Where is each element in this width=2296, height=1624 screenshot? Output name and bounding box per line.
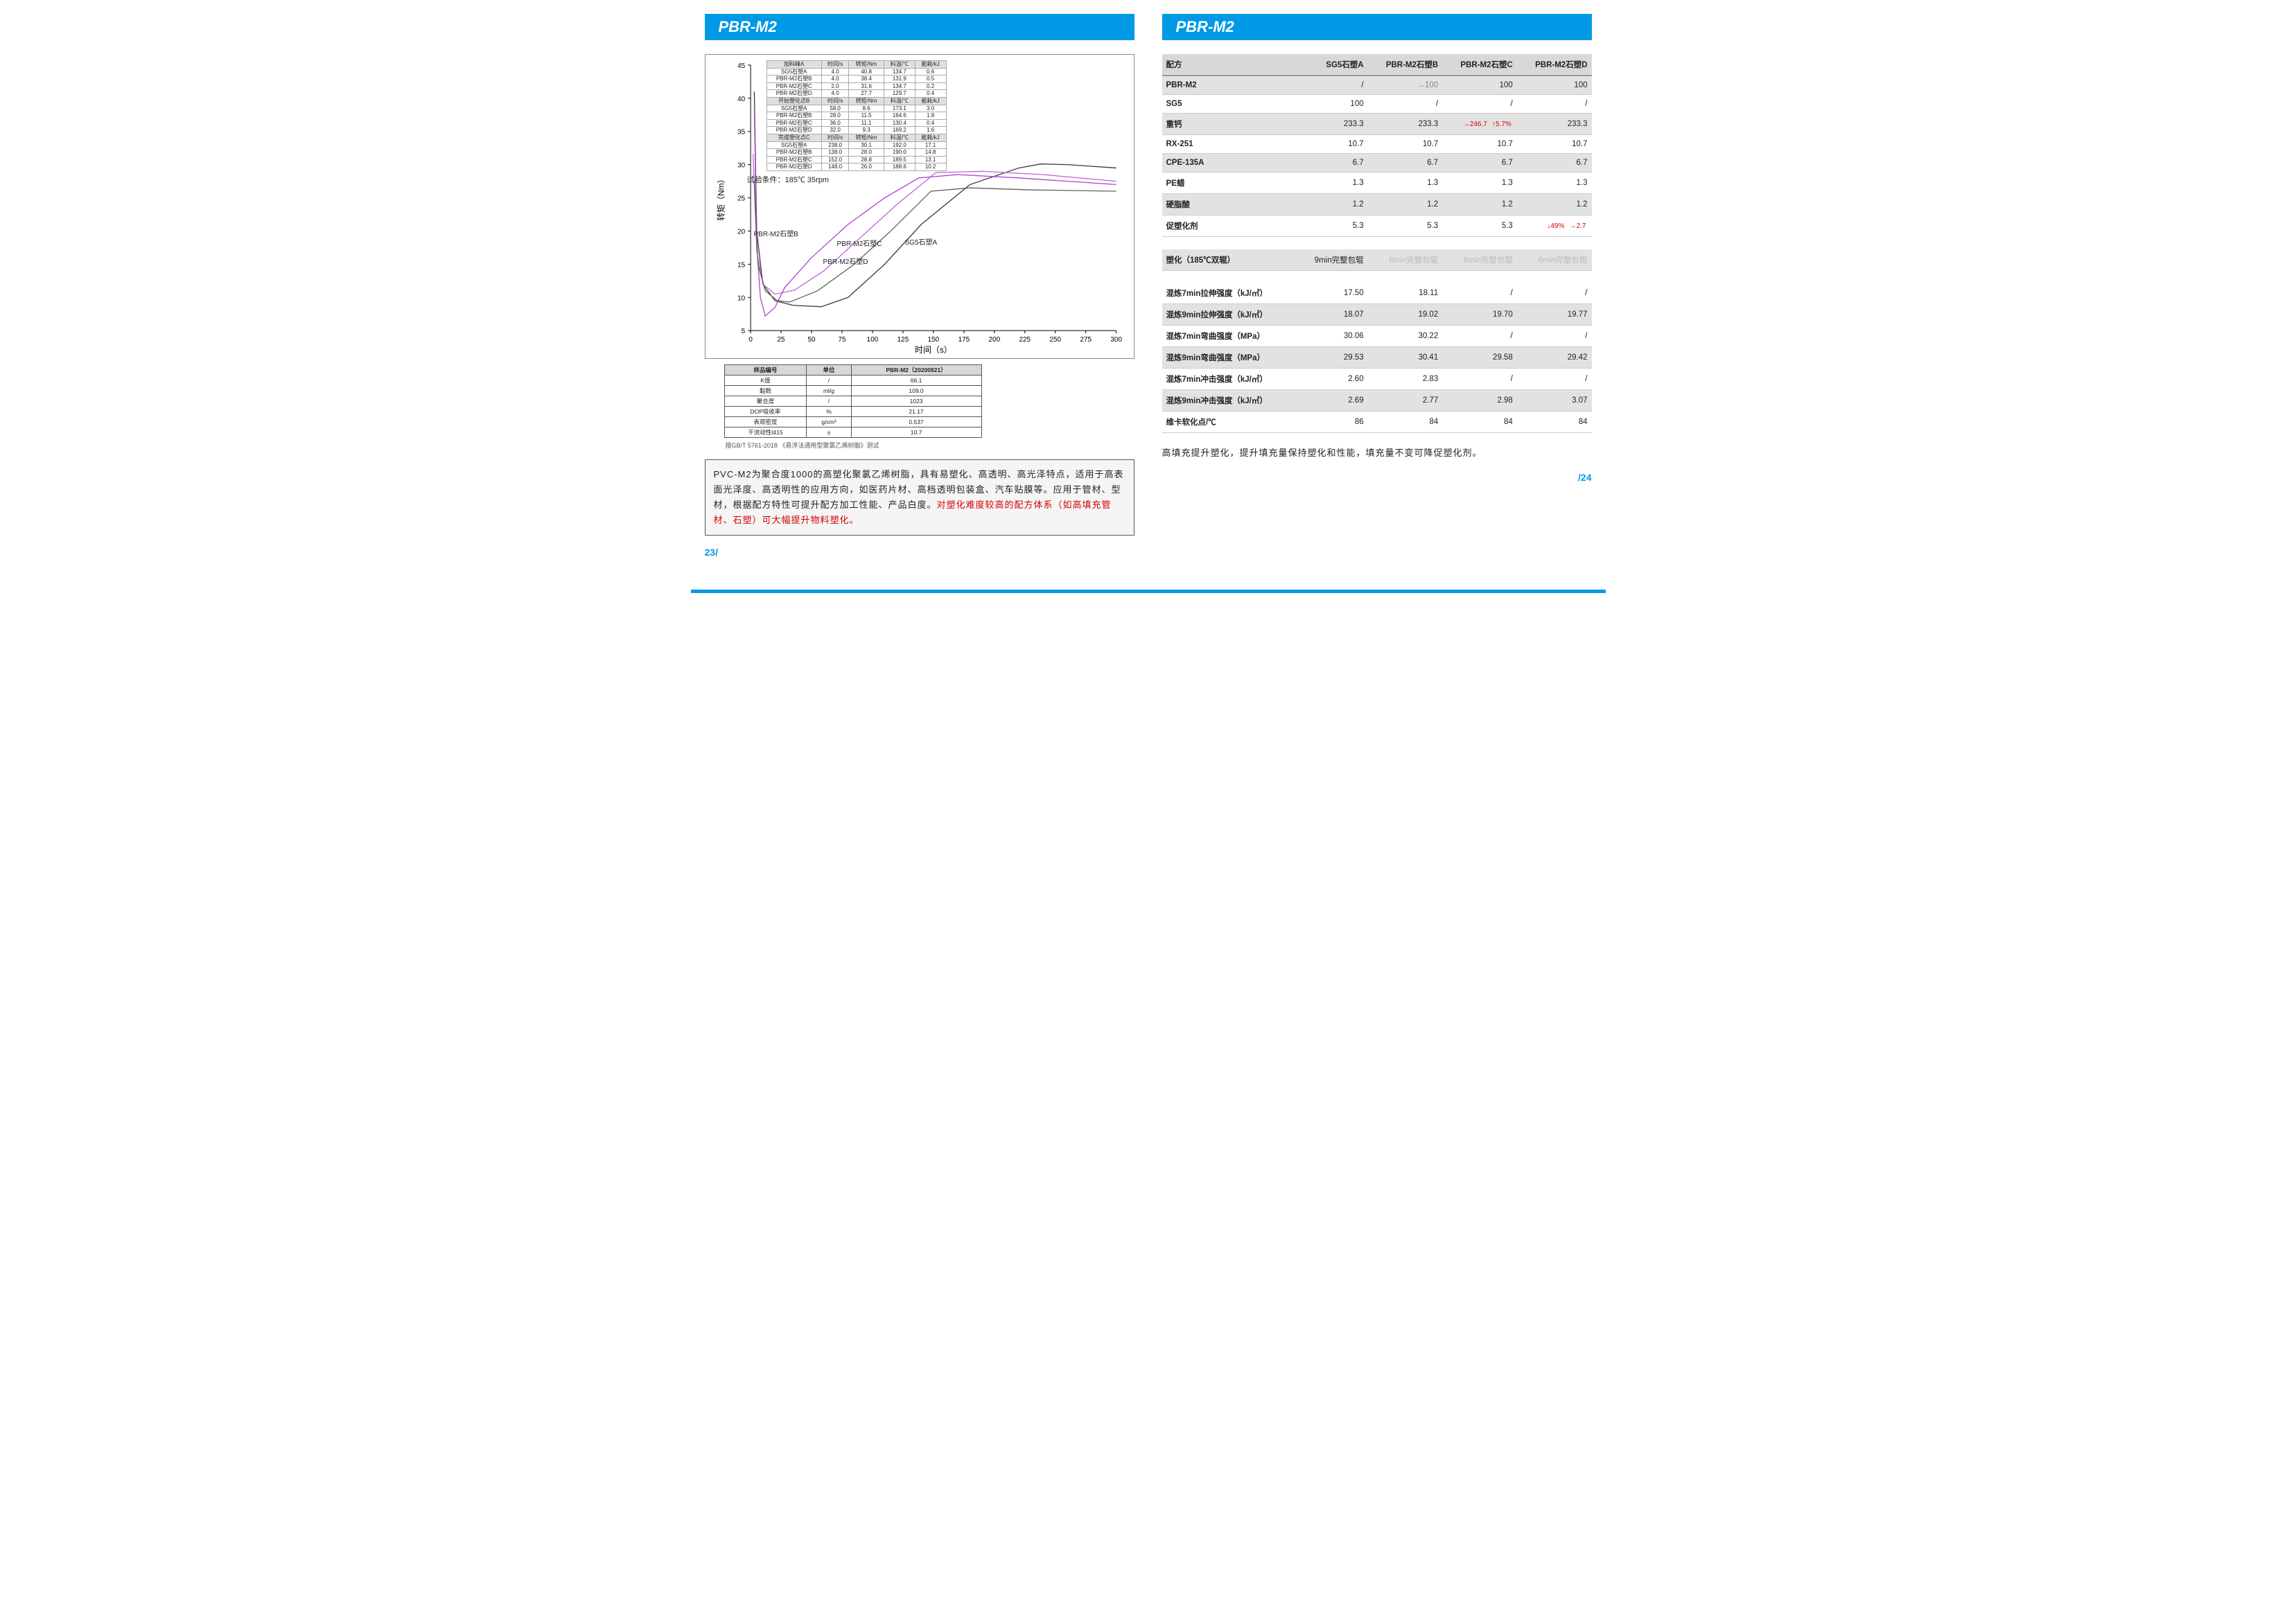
formula-table: 配方SG5石塑APBR-M2石塑BPBR-M2石塑CPBR-M2石塑DPBR-M… xyxy=(1162,54,1592,433)
svg-text:200: 200 xyxy=(988,336,1000,344)
svg-text:100: 100 xyxy=(866,336,878,344)
right-note: 高填充提升塑化，提升填充量保持塑化和性能，填充量不变可降促塑化剂。 xyxy=(1162,445,1592,461)
chart-condition: 试验条件：185℃ 35rpm xyxy=(747,174,830,185)
torque-chart: 0 25 50 75 100 125 150 175 200 225 250 275 300 5 10 15 2… xyxy=(705,54,1134,359)
svg-text:150: 150 xyxy=(927,336,939,344)
svg-text:时间（s）: 时间（s） xyxy=(915,345,952,355)
property-table: 样品编号单位PBR-M2（20200821）K值/66.1黏数ml/g109.0… xyxy=(724,364,982,438)
svg-text:175: 175 xyxy=(958,336,970,344)
svg-text:35: 35 xyxy=(737,129,746,136)
svg-text:20: 20 xyxy=(737,228,746,236)
svg-text:75: 75 xyxy=(838,336,846,344)
svg-text:225: 225 xyxy=(1019,336,1031,344)
page-number-left: 23/ xyxy=(705,547,1134,558)
description-box: PVC-M2为聚合度1000的高塑化聚氯乙烯树脂，具有易塑化、高透明、高光泽特点… xyxy=(705,459,1134,536)
svg-text:250: 250 xyxy=(1049,336,1061,344)
svg-text:40: 40 xyxy=(737,96,746,103)
svg-text:300: 300 xyxy=(1110,336,1122,344)
svg-text:275: 275 xyxy=(1080,336,1092,344)
svg-text:50: 50 xyxy=(807,336,816,344)
chart-inline-table: 加料峰A时间/s转矩/Nm料温/℃能耗/kJSG5石塑A4.040.8134.7… xyxy=(766,60,947,171)
svg-text:10: 10 xyxy=(737,294,746,302)
svg-text:30: 30 xyxy=(737,162,746,170)
label-b: PBR-M2石塑B xyxy=(754,228,798,238)
header-right: PBR-M2 xyxy=(1162,14,1592,40)
header-left: PBR-M2 xyxy=(705,14,1134,40)
svg-text:5: 5 xyxy=(741,328,745,335)
bottom-blue-bar xyxy=(691,590,1606,593)
svg-text:45: 45 xyxy=(737,62,746,70)
svg-text:转矩（Nm）: 转矩（Nm） xyxy=(715,175,726,220)
label-d: PBR-M2石塑D xyxy=(823,256,868,266)
svg-text:15: 15 xyxy=(737,261,746,269)
svg-text:125: 125 xyxy=(897,336,909,344)
page-number-right: /24 xyxy=(1162,472,1592,483)
label-c: PBR-M2石塑C xyxy=(837,238,882,248)
label-a: SG5石塑A xyxy=(905,236,938,247)
svg-text:25: 25 xyxy=(737,195,746,203)
property-note: 按GB/T 5761-2018 《悬浮法通用型聚氯乙烯树脂》测试 xyxy=(726,441,1134,450)
svg-text:0: 0 xyxy=(748,336,753,344)
svg-text:25: 25 xyxy=(777,336,785,344)
